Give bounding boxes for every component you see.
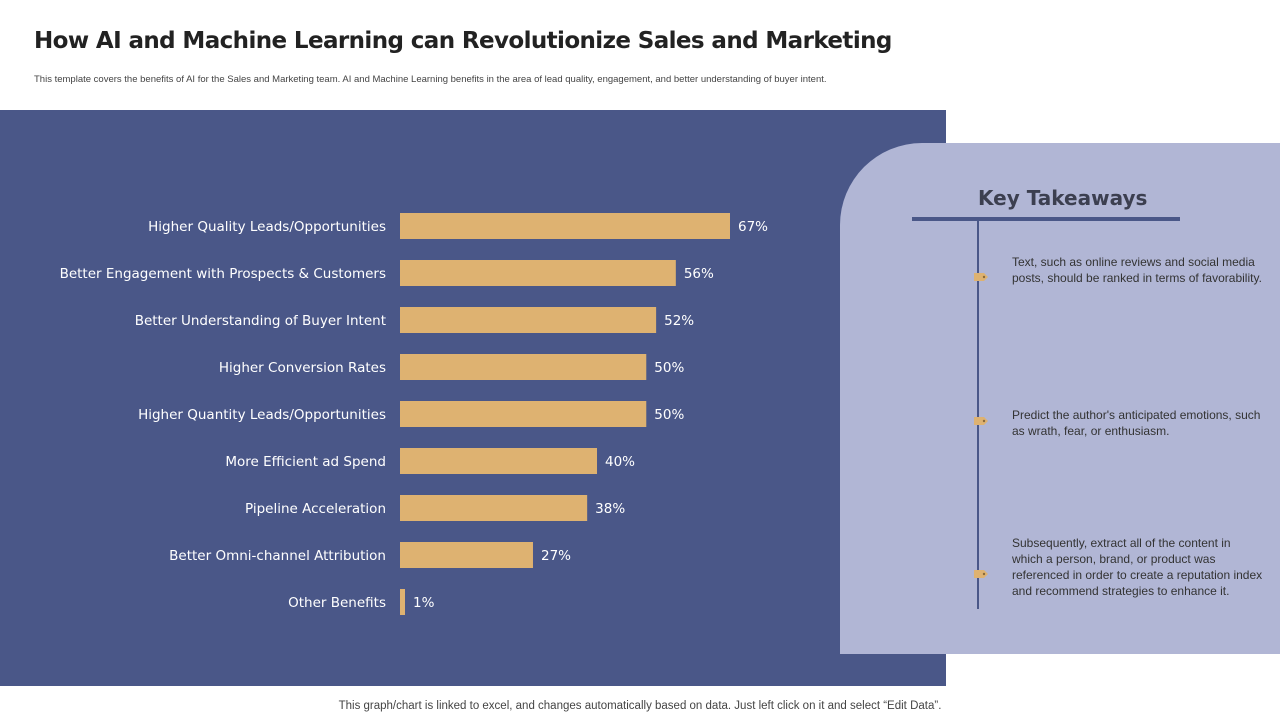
value-label: 1% bbox=[413, 595, 435, 611]
category-label: Better Omni-channel Attribution bbox=[169, 548, 386, 564]
bar[interactable] bbox=[400, 589, 405, 615]
value-label: 50% bbox=[654, 360, 684, 376]
category-label: More Efficient ad Spend bbox=[225, 454, 386, 470]
tag-arrow-icon bbox=[974, 273, 988, 281]
takeaways-title: Key Takeaways bbox=[978, 186, 1148, 210]
category-label: Better Understanding of Buyer Intent bbox=[135, 313, 386, 329]
key-takeaways-panel: Key Takeaways Text, such as online revie… bbox=[840, 143, 1280, 654]
takeaway-item-1: Text, such as online reviews and social … bbox=[1012, 255, 1262, 285]
value-label: 38% bbox=[595, 501, 625, 517]
tag-arrow-icon bbox=[974, 417, 988, 425]
category-label: Higher Quality Leads/Opportunities bbox=[148, 219, 386, 235]
bar[interactable] bbox=[400, 213, 730, 239]
value-label: 27% bbox=[541, 548, 571, 564]
bar[interactable] bbox=[400, 307, 657, 333]
value-label: 67% bbox=[738, 219, 768, 235]
takeaway-item-3: Subsequently, extract all of the content… bbox=[1012, 536, 1263, 598]
bar[interactable] bbox=[400, 401, 647, 427]
category-label: Other Benefits bbox=[288, 595, 386, 611]
value-label: 52% bbox=[664, 313, 694, 329]
bar-chart[interactable]: Higher Quality Leads/Opportunities 67% Bet… bbox=[0, 110, 946, 686]
category-label: Higher Conversion Rates bbox=[219, 360, 386, 376]
bar[interactable] bbox=[400, 354, 647, 380]
timeline-line bbox=[977, 221, 979, 609]
bar[interactable] bbox=[400, 260, 676, 286]
chart-panel: Higher Quality Leads/Opportunities 67% Bet… bbox=[0, 110, 946, 686]
category-label: Higher Quantity Leads/Opportunities bbox=[138, 407, 386, 423]
page-subtitle: This template covers the benefits of AI … bbox=[34, 74, 827, 85]
takeaways-title-underline bbox=[912, 217, 1180, 221]
value-label: 56% bbox=[684, 266, 714, 282]
page-title: How AI and Machine Learning can Revoluti… bbox=[34, 28, 892, 54]
value-label: 50% bbox=[654, 407, 684, 423]
bar[interactable] bbox=[400, 448, 598, 474]
footer-note: This graph/chart is linked to excel, and… bbox=[338, 700, 942, 712]
takeaway-item-2: Predict the author's anticipated emotion… bbox=[1012, 408, 1261, 438]
category-label: Better Engagement with Prospects & Custo… bbox=[60, 266, 386, 282]
bar[interactable] bbox=[400, 542, 533, 568]
category-label: Pipeline Acceleration bbox=[245, 501, 386, 517]
bar[interactable] bbox=[400, 495, 588, 521]
tag-arrow-icon bbox=[974, 570, 988, 578]
value-label: 40% bbox=[605, 454, 635, 470]
